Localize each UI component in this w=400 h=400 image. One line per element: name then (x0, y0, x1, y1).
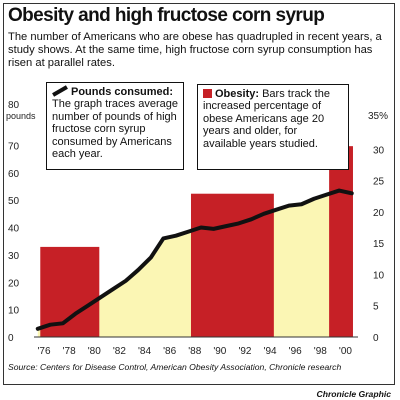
callout-obesity-colon: : (255, 88, 260, 100)
x-tick-label: '92 (238, 346, 251, 357)
graphic-credit: Chronicle Graphic (316, 389, 392, 399)
line-legend-swatch (52, 85, 68, 97)
source-note: Source: Centers for Disease Control, Ame… (8, 362, 342, 372)
right-tick-label: 5 (373, 302, 379, 313)
x-tick-label: '94 (264, 346, 277, 357)
left-axis-unit: pounds (6, 111, 36, 121)
x-tick-label: '86 (163, 346, 176, 357)
right-tick-label: 10 (373, 270, 385, 281)
x-tick-label: '90 (213, 346, 226, 357)
x-tick-label: '96 (289, 346, 302, 357)
x-tick-label: '98 (314, 346, 327, 357)
right-tick-label: 30 (373, 145, 385, 156)
left-tick-label: 50 (8, 196, 20, 207)
callout-obesity-text: Bars track the increased percentage of o… (203, 88, 330, 150)
chart-title: Obesity and high fructose corn syrup (8, 5, 325, 26)
right-tick-label: 0 (373, 333, 379, 344)
left-tick-label: 40 (8, 224, 20, 235)
x-tick-label: '82 (113, 346, 126, 357)
x-tick-label: '00 (339, 346, 352, 357)
x-tick-label: '80 (88, 346, 101, 357)
left-tick-label: 10 (8, 306, 20, 317)
left-axis-top-label: 80 (8, 100, 20, 111)
x-tick-label: '78 (63, 346, 76, 357)
x-tick-label: '84 (138, 346, 151, 357)
right-axis-top-label: 35% (368, 111, 388, 122)
left-tick-label: 20 (8, 278, 20, 289)
chart-subtitle: The number of Americans who are obese ha… (8, 31, 382, 69)
right-tick-label: 20 (373, 208, 385, 219)
right-tick-label: 25 (373, 177, 385, 188)
callout-obesity-title: Obesity (215, 88, 256, 100)
left-tick-label: 70 (8, 141, 20, 152)
left-tick-label: 30 (8, 251, 20, 262)
obesity-bar-3 (329, 146, 353, 337)
callout-pounds-text: The graph traces average number of pound… (52, 98, 178, 161)
left-tick-label: 0 (8, 333, 14, 344)
consumption-line (35, 188, 354, 331)
right-tick-label: 15 (373, 239, 385, 250)
bar-legend-swatch (203, 88, 212, 98)
callout-pounds-title: Pounds consumed (71, 86, 170, 98)
chart-frame (3, 3, 395, 385)
x-tick-label: '76 (38, 346, 51, 357)
x-tick-label: '88 (188, 346, 201, 357)
obesity-bar-1 (40, 246, 100, 337)
left-tick-label: 60 (8, 169, 20, 180)
callout-obesity: Obesity: Bars track the increased percen… (197, 84, 349, 170)
callout-pounds-consumed: Pounds consumed: The graph traces averag… (46, 82, 184, 170)
callout-pounds-colon: : (169, 86, 174, 98)
